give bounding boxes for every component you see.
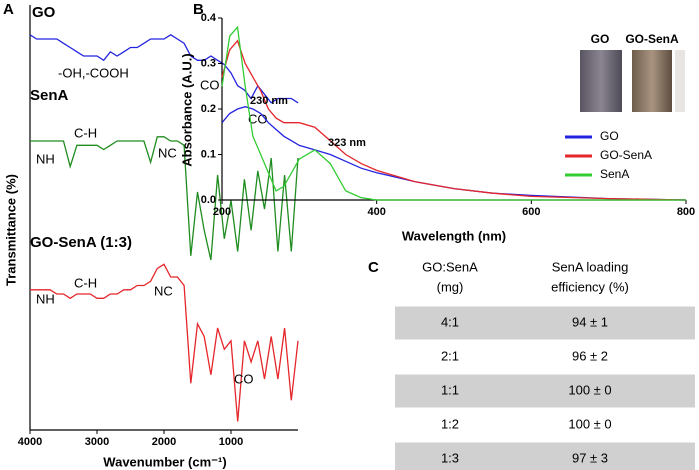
legend-label: GO-SenA [600, 148, 652, 162]
x-axis-title: Wavenumber (cm⁻¹) [103, 454, 226, 469]
x-tick-label: 600 [522, 206, 540, 218]
annotation: 323 nm [328, 137, 366, 149]
table-header: (mg) [437, 279, 464, 294]
table-header: efficiency (%) [551, 279, 629, 294]
x-tick-label: 1000 [219, 436, 243, 448]
table-cell: 4:1 [441, 314, 459, 329]
y-axis-title: Transmittance (%) [3, 174, 18, 286]
table-row [395, 408, 695, 442]
x-axis-title: Wavelength (nm) [402, 228, 506, 243]
annotation: C-H [74, 275, 97, 290]
inset-label: GO [591, 32, 610, 46]
spectrum-line [221, 25, 686, 201]
photo-background [675, 50, 685, 112]
y-tick-label: 0.2 [201, 103, 216, 115]
series-label: GO [32, 4, 56, 21]
x-tick-label: 400 [367, 206, 385, 218]
panel-label: B [193, 1, 204, 18]
x-tick-label: 200 [213, 206, 231, 218]
table-header: GO:SenA [422, 259, 478, 274]
annotation: CO [200, 77, 220, 92]
x-tick-label: 2000 [152, 436, 176, 448]
table-header: SenA loading [552, 259, 629, 274]
go-sena-vial-photo [632, 50, 672, 112]
table-cell: 97 ± 3 [572, 450, 608, 465]
annotation: NC [158, 145, 177, 160]
annotation: NC [154, 283, 173, 298]
x-tick-label: 800 [677, 206, 695, 218]
table-cell: 1:1 [441, 382, 459, 397]
legend-label: GO [600, 129, 619, 143]
table-cell: 96 ± 2 [572, 348, 608, 363]
table-cell: 94 ± 1 [572, 314, 608, 329]
y-tick-label: 0.4 [201, 12, 217, 24]
table-row [395, 306, 695, 340]
inset-label: GO-SenA [625, 32, 679, 46]
go-vial-photo [580, 50, 622, 112]
table-row [395, 442, 695, 470]
legend-label: SenA [600, 167, 629, 181]
annotation: CO [234, 371, 254, 386]
y-tick-label: 0.0 [201, 194, 216, 206]
annotation: NH [36, 151, 55, 166]
annotation: C-H [74, 125, 97, 140]
table-cell: 1:3 [441, 450, 459, 465]
series-label: GO-SenA (1:3) [30, 234, 132, 251]
table-row [395, 374, 695, 408]
annotation: -OH,-COOH [58, 65, 129, 80]
panel-label: A [3, 1, 14, 18]
annotation: NH [36, 291, 55, 306]
x-tick-label: 4000 [18, 436, 42, 448]
panel-label: C [368, 259, 379, 276]
y-tick-label: 0.3 [201, 57, 216, 69]
spectrum-line [221, 39, 687, 201]
y-axis-title: Absorbance (A.U.) [179, 53, 194, 166]
series-label: SenA [30, 87, 69, 104]
table-row [395, 340, 695, 374]
spectrum-line [30, 263, 299, 422]
spectrum-line [29, 34, 299, 104]
table-cell: 100 ± 0 [568, 382, 611, 397]
table-cell: 2:1 [441, 348, 459, 363]
spectrum-line [30, 136, 299, 261]
y-tick-label: 0.1 [201, 148, 216, 160]
annotation: 230 nm [250, 95, 288, 107]
table-cell: 1:2 [441, 416, 459, 431]
x-tick-label: 3000 [85, 436, 109, 448]
table-cell: 100 ± 0 [568, 416, 611, 431]
